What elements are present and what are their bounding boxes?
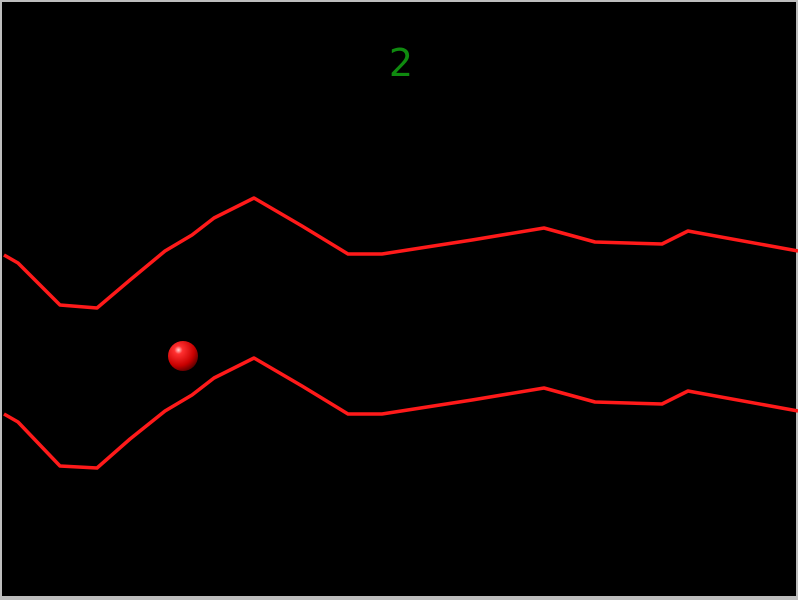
score-display: 2	[388, 41, 414, 85]
player-ball[interactable]	[168, 341, 198, 371]
lower-tunnel-wall	[3, 356, 798, 470]
upper-tunnel-wall	[3, 196, 798, 310]
